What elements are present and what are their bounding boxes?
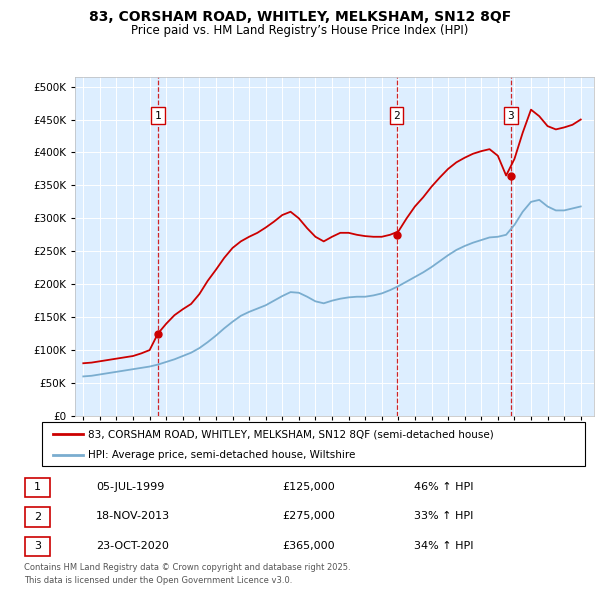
Text: £275,000: £275,000: [282, 512, 335, 521]
Text: 83, CORSHAM ROAD, WHITLEY, MELKSHAM, SN12 8QF (semi-detached house): 83, CORSHAM ROAD, WHITLEY, MELKSHAM, SN1…: [88, 430, 494, 439]
Text: 23-OCT-2020: 23-OCT-2020: [96, 541, 169, 550]
Text: 1: 1: [34, 483, 41, 493]
Text: 2: 2: [34, 512, 41, 522]
FancyBboxPatch shape: [25, 507, 50, 527]
Text: 05-JUL-1999: 05-JUL-1999: [96, 482, 164, 491]
Text: HPI: Average price, semi-detached house, Wiltshire: HPI: Average price, semi-detached house,…: [88, 450, 356, 460]
Text: 83, CORSHAM ROAD, WHITLEY, MELKSHAM, SN12 8QF: 83, CORSHAM ROAD, WHITLEY, MELKSHAM, SN1…: [89, 10, 511, 24]
Text: This data is licensed under the Open Government Licence v3.0.: This data is licensed under the Open Gov…: [24, 576, 292, 585]
Text: Contains HM Land Registry data © Crown copyright and database right 2025.: Contains HM Land Registry data © Crown c…: [24, 563, 350, 572]
Text: 3: 3: [508, 111, 514, 121]
FancyBboxPatch shape: [25, 477, 50, 497]
Text: Price paid vs. HM Land Registry’s House Price Index (HPI): Price paid vs. HM Land Registry’s House …: [131, 24, 469, 37]
Text: 46% ↑ HPI: 46% ↑ HPI: [414, 482, 473, 491]
Text: 34% ↑ HPI: 34% ↑ HPI: [414, 541, 473, 550]
Text: £125,000: £125,000: [282, 482, 335, 491]
Text: 1: 1: [155, 111, 161, 121]
Text: 3: 3: [34, 542, 41, 552]
Text: 2: 2: [394, 111, 400, 121]
FancyBboxPatch shape: [25, 536, 50, 556]
Text: £365,000: £365,000: [282, 541, 335, 550]
Text: 33% ↑ HPI: 33% ↑ HPI: [414, 512, 473, 521]
FancyBboxPatch shape: [42, 422, 585, 466]
Text: 18-NOV-2013: 18-NOV-2013: [96, 512, 170, 521]
